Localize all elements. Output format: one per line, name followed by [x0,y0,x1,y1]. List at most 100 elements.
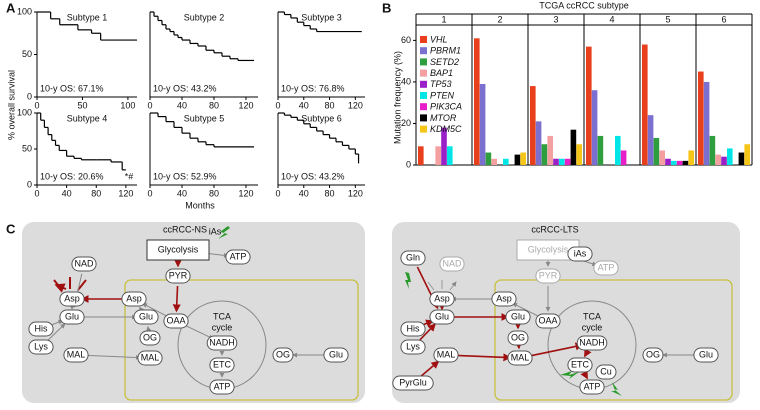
node-box [400,339,426,355]
node-box [567,246,593,262]
bar [435,146,441,165]
node-box [507,350,533,366]
node-label: His [407,323,420,333]
node-label: NADH [579,337,605,347]
node-label: Lys [34,341,48,351]
node-box [429,291,455,307]
annotation: 10-y OS: 67.1% [40,83,104,93]
chart-title: Subtype 1 [67,12,108,22]
category-label: 3 [553,14,558,24]
node-box [505,309,531,325]
bar [535,121,542,165]
legend-swatch [420,80,427,88]
x-axis-label: Months [185,200,215,210]
bar [479,84,486,165]
bar [441,127,447,165]
node-label: PyrGlu [399,377,427,387]
bar [447,146,453,165]
arrow [142,303,168,317]
x-tick-label: 40 [177,100,187,110]
mito-box [124,279,359,401]
panel-title: ccRCC-LTS [531,224,578,234]
bar [530,86,536,165]
x-tick-label: 120 [348,188,363,198]
bar [597,135,604,165]
bar [474,38,480,165]
annotation: 10-y OS: 52.9% [153,171,217,181]
node-box [323,347,349,363]
arrow [184,324,214,340]
bar [547,135,553,165]
arrow [85,354,141,360]
y-tick-label: 50 [22,143,32,153]
node-box [272,347,294,363]
bar [653,138,660,165]
bar [703,81,710,165]
node-box [71,256,97,272]
legend-swatch [420,103,427,111]
node-label: ATP [598,262,615,272]
node-box [121,291,147,307]
bar [709,135,716,165]
bar [485,152,492,165]
y-tick-label: 0 [27,179,32,189]
node-box [642,347,664,363]
node-label: TCA [583,311,601,321]
node-box [595,364,617,380]
panel-title: ccRCC-NS [163,224,207,234]
node-label: PYR [539,270,558,280]
x-tick-label: 0 [147,188,152,198]
bar [570,129,577,165]
chart-title: Subtype 6 [301,113,342,123]
arrow [47,323,66,341]
bar [688,150,694,165]
node-label: iAs [574,248,587,258]
node-box [165,268,191,284]
node-box [693,347,719,363]
node-label: Glu [699,349,713,359]
node-label: MAL [141,352,160,362]
node-label: ETC [571,359,590,369]
node-label: TCA [213,311,231,321]
x-tick-label: 80 [209,188,219,198]
bar [564,158,571,165]
node-label: MAL [437,349,456,359]
arrow [419,323,436,341]
x-tick-label: 80 [325,100,335,110]
y-axis-label: Mutation frequency (%) [392,51,402,144]
legend-swatch [420,125,427,133]
x-tick-label: 0 [147,100,152,110]
y-axis-label: % overall survival [6,70,16,140]
node-box [576,335,608,351]
bar [591,90,598,165]
node-label: Cu [600,366,612,376]
y-tick-label: 100 [17,107,32,117]
panel-label: C [6,221,16,236]
panel-label: B [382,0,391,15]
node-box [28,321,54,337]
bar [671,160,677,165]
x-tick-label: 120 [348,100,363,110]
node-label: ATP [214,381,231,391]
node-label: Glu [139,311,153,321]
node-label: OG [646,349,660,359]
node-box [225,249,251,265]
node-box [433,347,459,363]
node-box [146,239,210,261]
node-box [139,330,161,346]
node-box [429,309,455,325]
category-label: 4 [609,14,614,24]
legend-label: VHL [430,34,448,44]
x-tick-label: 40 [299,188,309,198]
bar [665,158,671,165]
annotation: 10-y OS: 43.2% [281,171,345,181]
chart-title: Subtype 3 [301,12,342,22]
arrow [584,348,592,358]
legend-label: PBRM1 [430,46,461,56]
node-label: OG [276,349,290,359]
node-box [567,357,593,373]
x-tick-label: 0 [34,100,39,110]
y-tick-label: 100 [17,6,32,16]
x-tick-label: 40 [62,188,72,198]
